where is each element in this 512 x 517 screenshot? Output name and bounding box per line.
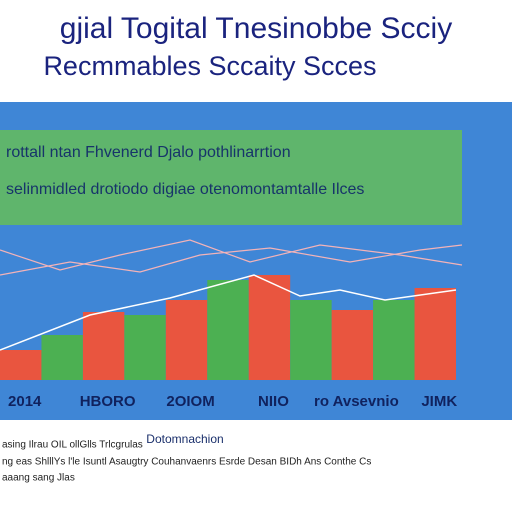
decor-line	[0, 274, 457, 351]
bar	[373, 300, 415, 380]
axis-band	[0, 384, 512, 420]
bar	[331, 310, 374, 380]
bar	[0, 350, 42, 380]
bar	[248, 275, 291, 380]
bar	[82, 312, 125, 380]
bar	[124, 315, 166, 380]
banner-text: selinmidled drotiodo digiae otenomontamt…	[6, 181, 364, 198]
x-tick-label: 2014	[8, 393, 42, 410]
x-tick-label: 2OIOM	[166, 393, 214, 410]
chart-subtitle: Recmmables Sccaity Scces	[43, 51, 376, 81]
x-tick-label: HBORO	[80, 393, 136, 410]
decor-line	[0, 239, 463, 271]
x-tick-label: NIIO	[258, 393, 289, 410]
banner	[0, 130, 462, 225]
footer-text: aaang sang Jlas	[2, 473, 75, 484]
bar	[207, 280, 249, 380]
chart-title: gjial Togital Tnesinobbe Scciy	[60, 12, 452, 45]
banner-text: rottall ntan Fhvenerd Djalo pothlinarrti…	[6, 144, 291, 161]
bars	[0, 275, 456, 380]
footer-text: asing Ilrau OIL ollGlls Trlcgrulas	[2, 440, 143, 451]
x-tick-label: JIMK	[421, 393, 457, 410]
decor-line	[0, 244, 463, 276]
bar	[41, 335, 83, 380]
bar	[165, 300, 208, 380]
x-axis-title: Dotomnachion	[146, 432, 223, 446]
x-tick-label: ro Avsevnio	[314, 393, 399, 410]
footer-text: ng eas ShlllYs l'le Isuntl Asaugtry Couh…	[2, 457, 371, 468]
bar	[290, 300, 332, 380]
bar	[414, 288, 456, 380]
